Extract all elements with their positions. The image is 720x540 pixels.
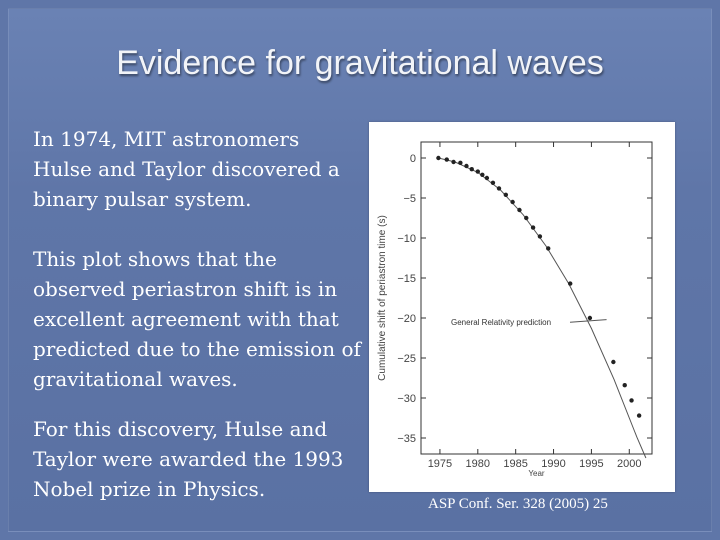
data-point xyxy=(469,167,474,172)
paragraph-discovery: In 1974, MIT astronomers Hulse and Taylo… xyxy=(33,127,340,211)
x-tick-label: 1975 xyxy=(428,458,452,470)
data-point xyxy=(629,398,634,403)
x-tick-label: 1990 xyxy=(541,458,565,470)
data-point xyxy=(496,186,502,191)
x-tick-label: 1995 xyxy=(579,458,603,470)
chart-panel: 0 −5 −10 −15 −20 −25 −30 −35 1975 1980 1985 1990 199… xyxy=(369,122,675,492)
prediction-curve-group xyxy=(438,157,647,459)
x-tick-label: 1985 xyxy=(503,458,527,470)
data-point xyxy=(444,157,449,162)
y-tick-label: −5 xyxy=(403,193,416,205)
x-axis-label: Year xyxy=(528,469,545,478)
chart-axes xyxy=(420,141,653,455)
x-tick-label: 1980 xyxy=(466,458,490,470)
data-point xyxy=(480,172,485,177)
y-tick-label: −35 xyxy=(397,433,416,445)
data-point xyxy=(510,199,515,205)
paragraph-plot-description: This plot shows that the observed perias… xyxy=(33,247,361,391)
chart-labels: 0 −5 −10 −15 −20 −25 −30 −35 1975 1980 1985 1990 199… xyxy=(377,153,642,478)
data-point xyxy=(490,180,496,185)
slide-title: Evidence for gravitational waves xyxy=(116,44,604,82)
plot-frame xyxy=(420,141,653,455)
data-point xyxy=(517,207,522,213)
data-point xyxy=(464,163,469,169)
y-tick-label: −25 xyxy=(397,353,416,365)
x-tick-label: 2000 xyxy=(617,458,641,470)
data-point xyxy=(458,160,463,165)
paragraph-nobel-prize: For this discovery, Hulse and Taylor wer… xyxy=(33,417,344,501)
periastron-shift-chart: 0 −5 −10 −15 −20 −25 −30 −35 1975 1980 1985 1990 199… xyxy=(377,141,653,478)
data-point xyxy=(451,159,456,165)
data-point xyxy=(475,169,481,174)
data-point xyxy=(568,281,573,286)
citation-text: ASP Conf. Ser. 328 (2005) 25 xyxy=(428,496,608,512)
annotation-gr-prediction: General Relativity prediction xyxy=(451,318,551,327)
y-tick-label: −15 xyxy=(397,273,416,285)
data-point xyxy=(484,175,490,181)
chart-ticks xyxy=(421,142,652,454)
y-tick-label: −20 xyxy=(397,313,416,325)
data-point xyxy=(587,315,593,321)
data-point xyxy=(503,192,509,197)
data-point xyxy=(611,359,616,365)
y-tick-label: −10 xyxy=(397,233,416,245)
y-axis-label: Cumulative shift of periastron time (s) xyxy=(377,215,388,381)
data-point xyxy=(537,234,543,239)
gr-prediction-curve xyxy=(438,157,647,459)
data-point xyxy=(546,246,551,251)
y-tick-label: −30 xyxy=(397,393,416,405)
data-point xyxy=(530,225,536,230)
annotation-pointer xyxy=(569,319,607,323)
data-point xyxy=(524,215,529,221)
data-point xyxy=(636,413,642,418)
data-point xyxy=(622,383,627,388)
data-point xyxy=(436,155,441,161)
data-points-group xyxy=(436,155,642,418)
y-tick-label: 0 xyxy=(410,153,416,165)
